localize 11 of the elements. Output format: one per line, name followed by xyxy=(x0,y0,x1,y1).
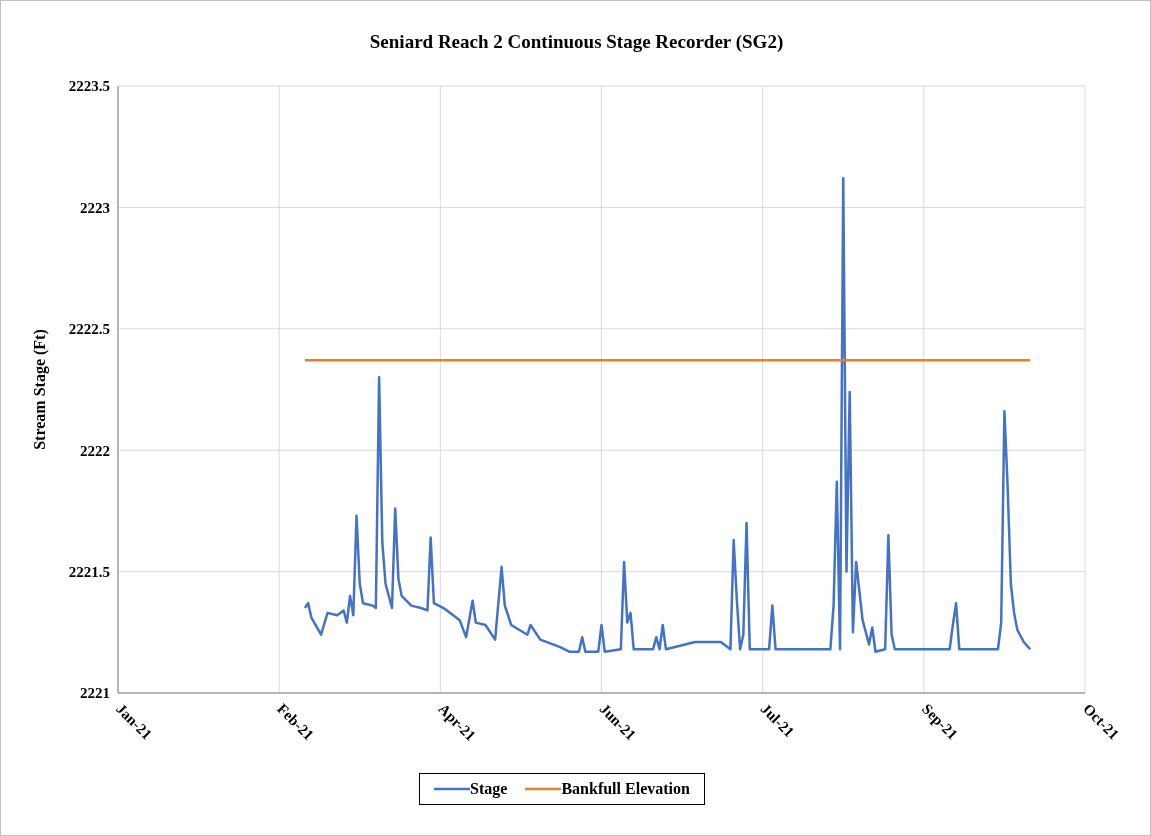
legend-label: Bankfull Elevation xyxy=(561,780,690,798)
y-tick-label: 2222.5 xyxy=(68,321,110,338)
line-series xyxy=(303,177,1032,653)
y-tick-label: 2221.5 xyxy=(68,563,110,580)
y-tick-label: 2223.5 xyxy=(68,78,110,95)
y-tick-label: 2222 xyxy=(80,442,110,459)
chart-title: Seniard Reach 2 Continuous Stage Recorder (SG2) xyxy=(368,31,785,53)
legend-label: Stage xyxy=(470,780,508,798)
y-tick-label: 2221 xyxy=(80,685,110,702)
y-axis-title: Stream Stage (Ft) xyxy=(30,329,49,450)
y-tick-label: 2223 xyxy=(80,199,110,216)
